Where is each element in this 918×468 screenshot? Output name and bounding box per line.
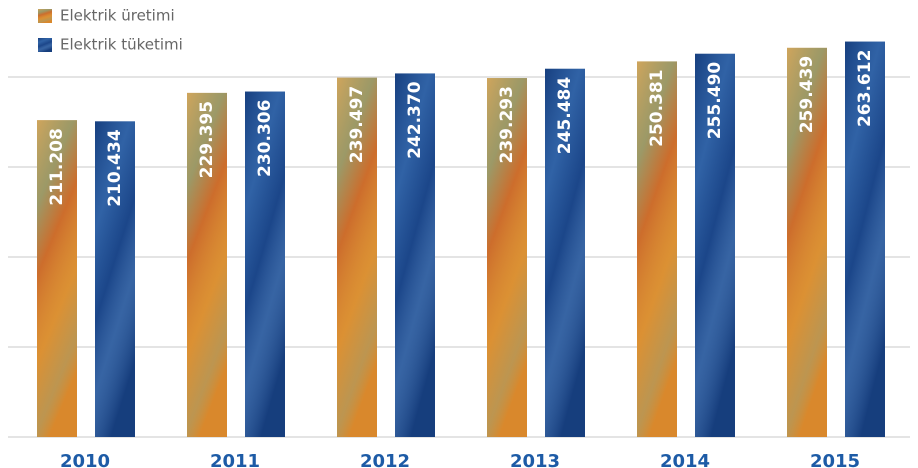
value-label: 229.395: [197, 101, 217, 178]
bar-texture: [545, 68, 585, 438]
value-label: 211.208: [47, 128, 67, 205]
value-label: 263.612: [855, 50, 875, 127]
bar-texture: [187, 92, 227, 437]
x-tick-label: 2013: [510, 451, 560, 468]
x-tick-label: 2011: [210, 451, 260, 468]
bar-texture: [845, 41, 885, 437]
x-tick-label: 2012: [360, 451, 410, 468]
legend-swatch-texture: [38, 9, 52, 23]
value-label: 255.490: [705, 62, 725, 140]
bar-texture: [95, 121, 135, 437]
value-label: 230.306: [255, 100, 275, 177]
bar-texture: [787, 47, 827, 438]
x-tick-label: 2015: [810, 451, 860, 468]
legend-label: Elektrik üretimi: [60, 7, 175, 25]
bar-texture: [695, 53, 735, 437]
value-label: 242.370: [405, 81, 425, 159]
bar-texture: [337, 77, 377, 437]
value-label: 239.497: [347, 86, 367, 163]
bar-texture: [37, 120, 77, 438]
bar-texture: [395, 73, 435, 437]
x-tick-label: 2014: [660, 451, 710, 468]
value-label: 245.484: [555, 77, 575, 155]
value-label: 250.381: [647, 69, 667, 146]
bar-texture: [245, 91, 285, 437]
bar-texture: [637, 61, 677, 438]
legend-swatch-texture: [38, 38, 52, 52]
value-label: 210.434: [105, 129, 125, 207]
legend-label: Elektrik tüketimi: [60, 36, 183, 54]
bar-texture: [487, 78, 527, 438]
value-label: 239.293: [497, 86, 517, 163]
x-tick-label: 2010: [60, 451, 110, 468]
value-label: 259.439: [797, 56, 817, 133]
